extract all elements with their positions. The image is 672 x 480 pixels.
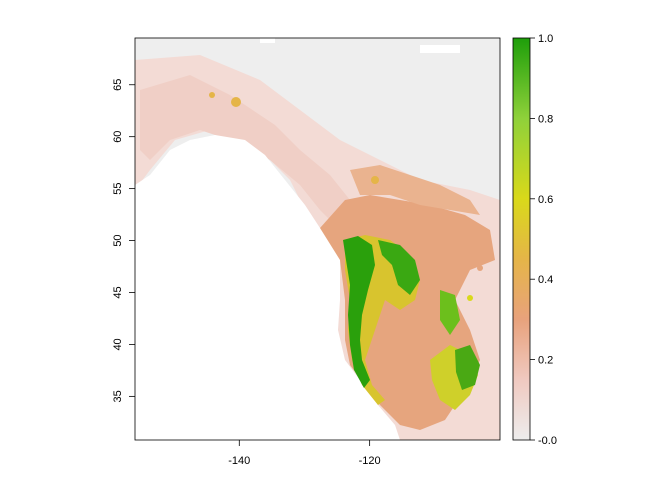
legend-colorbar: -0.0 0.2 0.4 0.6 0.8 1.0 — [512, 33, 557, 447]
y-tick-label: 55 — [112, 182, 124, 194]
x-tick-label: -120 — [359, 455, 381, 467]
y-tick-label: 50 — [112, 234, 124, 246]
legend-gradient — [512, 37, 531, 441]
y-tick-label: 35 — [112, 390, 124, 402]
x-axis: -140 -120 — [228, 440, 381, 467]
y-axis: 35 40 45 50 55 60 65 — [112, 79, 135, 402]
map-panel — [135, 38, 500, 440]
y-tick-label: 65 — [112, 79, 124, 91]
legend-tick-label: 1.0 — [538, 33, 553, 45]
legend-tick-label: -0.0 — [538, 435, 557, 447]
y-tick-label: 60 — [112, 131, 124, 143]
legend-tick-label: 0.4 — [538, 274, 553, 286]
x-tick-label: -140 — [228, 455, 250, 467]
low-suitability-patches — [140, 75, 350, 230]
legend-tick-label: 0.8 — [538, 113, 553, 125]
pacific-ocean — [135, 135, 400, 440]
top-suitability-cascades — [378, 240, 420, 295]
top-suitability-sierra — [455, 345, 480, 390]
y-tick-label: 40 — [112, 338, 124, 350]
legend-ticks: -0.0 0.2 0.4 0.6 0.8 1.0 — [530, 33, 557, 447]
y-tick-label: 45 — [112, 286, 124, 298]
map-frame — [134, 37, 501, 441]
legend-tick-label: 0.6 — [538, 194, 553, 206]
mid-suitability-north — [350, 165, 480, 215]
legend-tick-label: 0.2 — [538, 355, 553, 367]
top-suitability-rockies — [440, 290, 460, 335]
top-suitability-zone — [343, 236, 375, 388]
